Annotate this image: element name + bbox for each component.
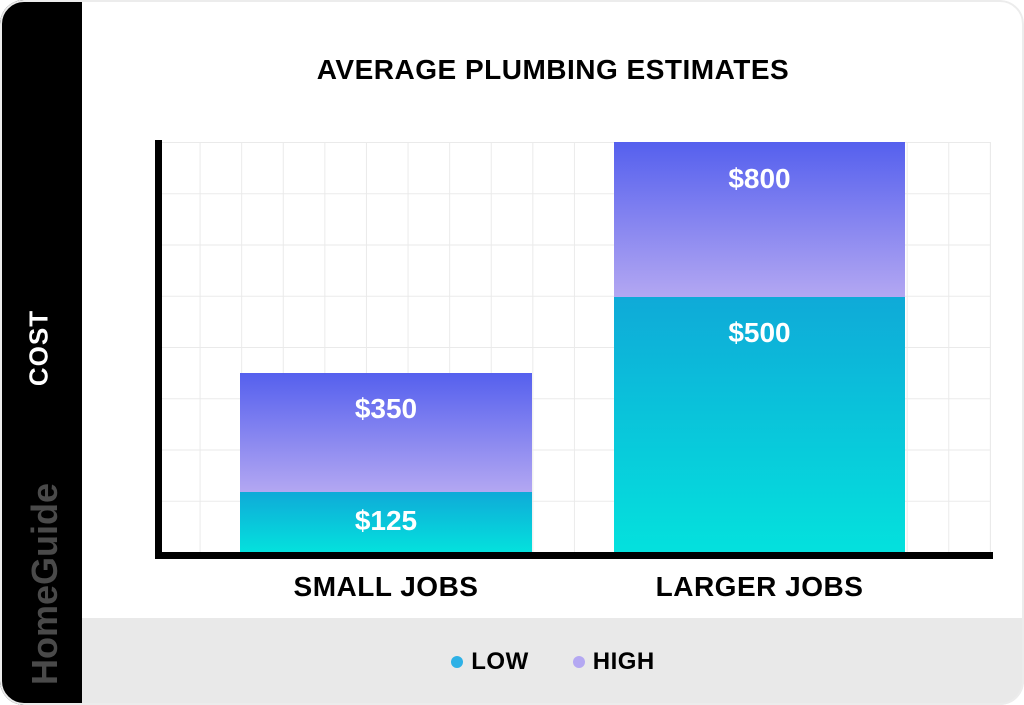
segment-small-low: $125	[240, 492, 532, 552]
segment-large-high: $800	[614, 142, 905, 297]
segment-small-high: $350	[240, 373, 532, 492]
brand-logo-text: HomeGuide	[24, 482, 65, 686]
bar-small-jobs: $350 $125	[240, 373, 532, 552]
legend-item-high: HIGH	[572, 647, 655, 676]
legend-dot-high-icon	[572, 655, 585, 668]
footer-band: LOW HIGH	[82, 618, 1024, 705]
value-label-small-low: $125	[354, 505, 418, 536]
category-label-small-jobs: SMALL JOBS	[293, 571, 479, 602]
value-label-large-low: $500	[728, 317, 791, 348]
y-axis-line	[155, 140, 162, 559]
x-axis-line	[155, 552, 993, 559]
legend-item-low: LOW	[451, 648, 528, 676]
segment-large-low: $500	[614, 297, 905, 552]
value-label-small-high: $350	[354, 393, 418, 424]
bar-larger-jobs: $800 $500	[614, 142, 905, 552]
y-axis-label: COST	[23, 309, 54, 387]
left-rail: COST HomeGuide	[0, 0, 82, 705]
legend: LOW HIGH	[451, 648, 654, 676]
legend-label-high: HIGH	[592, 647, 655, 675]
value-label-large-high: $800	[728, 163, 791, 194]
plot-area: $350 $125 $800 $500	[158, 142, 991, 552]
chart-title: AVERAGE PLUMBING ESTIMATES	[316, 54, 790, 85]
legend-label-low: LOW	[471, 647, 529, 675]
category-label-larger-jobs: LARGER JOBS	[655, 571, 864, 602]
legend-dot-low-icon	[451, 655, 464, 668]
